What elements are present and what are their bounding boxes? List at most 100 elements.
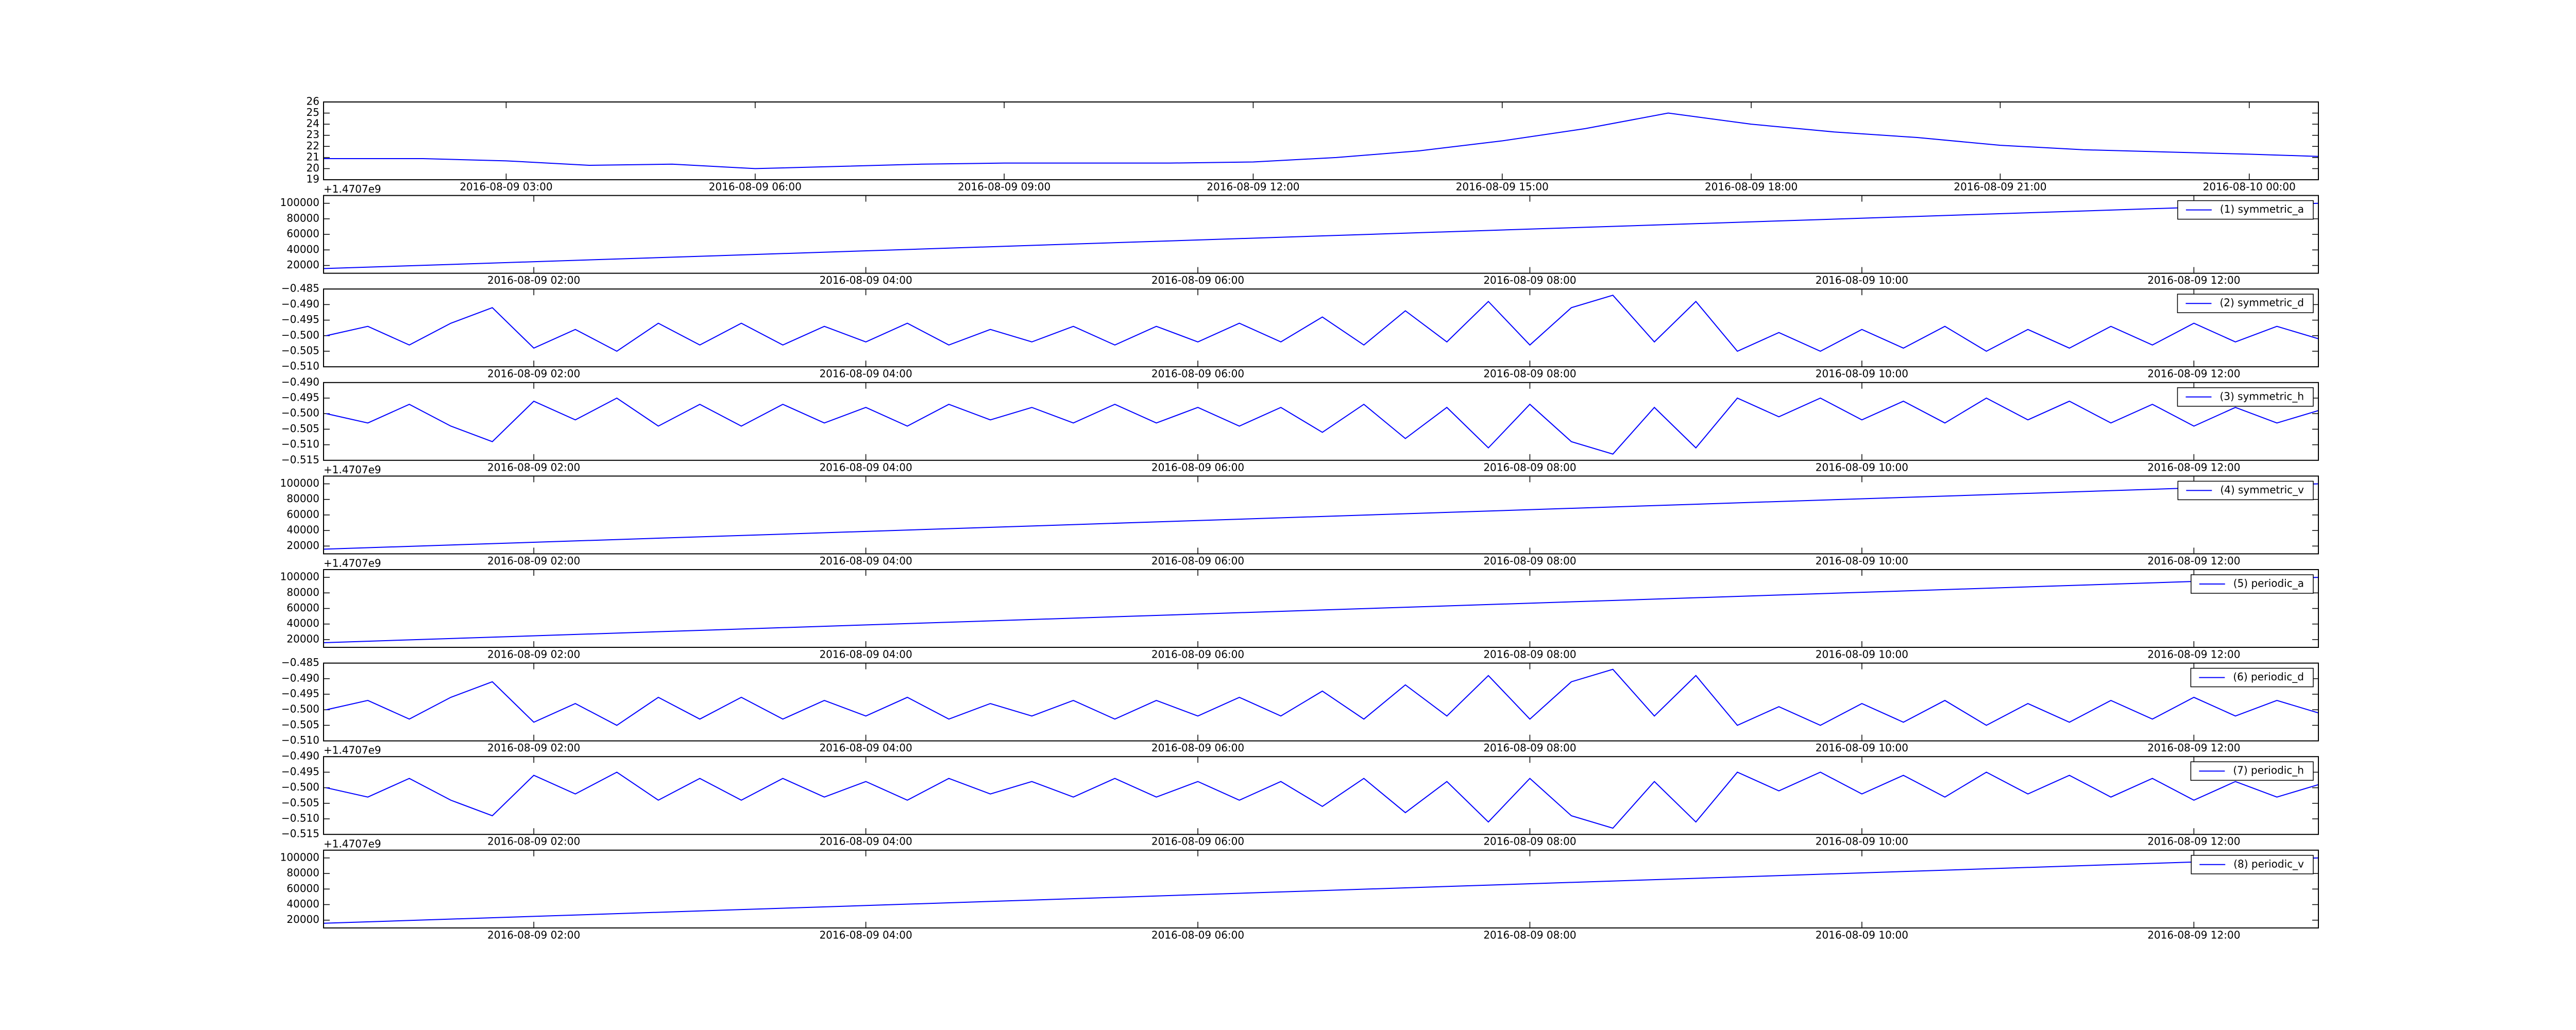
x-tick-label: 2016-08-09 04:00 <box>819 835 912 848</box>
x-tick-label: 2016-08-09 06:00 <box>1151 929 1244 941</box>
y-tick-label: 100000 <box>280 571 319 583</box>
x-tick-label: 2016-08-09 12:00 <box>1207 181 1299 193</box>
x-tick-label: 2016-08-09 06:00 <box>1151 274 1244 286</box>
legend: (1) symmetric_a <box>2177 200 2314 220</box>
y-tick-label: 80000 <box>286 586 319 598</box>
x-tick-label: 2016-08-09 04:00 <box>819 648 912 661</box>
legend-label: (7) periodic_h <box>2233 764 2304 777</box>
series-line <box>324 483 2318 550</box>
x-tick-label: 2016-08-09 02:00 <box>487 929 580 941</box>
x-tick-label: 2016-08-09 12:00 <box>2147 742 2240 754</box>
y-tick-label: −0.495 <box>281 313 319 325</box>
y-tick-label: 80000 <box>286 212 319 224</box>
x-tick-label: 2016-08-09 04:00 <box>819 742 912 754</box>
x-tick-label: 2016-08-09 12:00 <box>2147 648 2240 661</box>
series-line <box>324 112 2318 169</box>
x-tick-label: 2016-08-09 08:00 <box>1483 742 1576 754</box>
legend: (7) periodic_h <box>2190 761 2314 781</box>
y-tick-label: −0.510 <box>281 734 319 746</box>
offset-text: +1.4707e9 <box>324 744 381 757</box>
y-tick-label: 21 <box>307 150 319 163</box>
subplot: −0.515 −0.510 −0.505 −0.500 −0.495 −0.490 2016… <box>281 375 2319 473</box>
x-tick-label: 2016-08-09 08:00 <box>1483 648 1576 661</box>
x-tick-label: 2016-08-09 04:00 <box>819 274 912 286</box>
subplot: −0.510 −0.505 −0.500 −0.495 −0.490 −0.485 2016… <box>281 282 2319 380</box>
series-line <box>326 397 2318 455</box>
y-tick-label: −0.505 <box>281 422 319 435</box>
y-tick-label: 22 <box>307 140 319 152</box>
legend: (5) periodic_a <box>2191 574 2314 594</box>
x-tick-label: 2016-08-09 10:00 <box>1816 929 1908 941</box>
x-tick-label: 2016-08-09 12:00 <box>2147 368 2240 380</box>
axes-frame <box>323 756 2319 835</box>
y-tick-label: 20000 <box>286 913 319 925</box>
y-tick-label: 40000 <box>286 524 319 536</box>
y-tick-label: 60000 <box>286 602 319 614</box>
y-tick-label: 60000 <box>286 882 319 895</box>
x-tick-label: 2016-08-09 02:00 <box>487 648 580 661</box>
axes-frame <box>323 569 2319 648</box>
x-tick-label: 2016-08-09 02:00 <box>487 835 580 848</box>
y-tick-label: 40000 <box>286 243 319 255</box>
x-tick-label: 2016-08-09 02:00 <box>487 274 580 286</box>
y-tick-label: 60000 <box>286 508 319 520</box>
y-tick-label: −0.495 <box>281 765 319 778</box>
y-tick-label: −0.500 <box>281 329 319 341</box>
y-tick-label: −0.505 <box>281 345 319 357</box>
y-tick-label: 100000 <box>280 477 319 489</box>
x-tick-label: 2016-08-09 12:00 <box>2147 555 2240 567</box>
y-tick-label: −0.515 <box>281 828 319 840</box>
axes-frame <box>323 849 2319 929</box>
offset-text: +1.4707e9 <box>324 464 381 476</box>
y-tick-label: 25 <box>307 106 319 118</box>
y-tick-label: −0.510 <box>281 438 319 450</box>
offset-text: +1.4707e9 <box>324 183 381 195</box>
x-tick-label: 2016-08-09 08:00 <box>1483 368 1576 380</box>
x-tick-label: 2016-08-09 06:00 <box>1151 835 1244 848</box>
y-tick-label: −0.490 <box>281 750 319 762</box>
y-tick-label: −0.490 <box>281 375 319 388</box>
legend: (6) periodic_d <box>2190 667 2314 688</box>
y-tick-label: 40000 <box>286 898 319 910</box>
legend: (2) symmetric_d <box>2177 294 2314 313</box>
offset-text: +1.4707e9 <box>324 837 381 850</box>
y-tick-label: −0.495 <box>281 391 319 404</box>
legend: (4) symmetric_v <box>2177 480 2314 501</box>
x-tick-label: 2016-08-09 18:00 <box>1705 181 1798 193</box>
x-tick-label: 2016-08-09 02:00 <box>487 461 580 473</box>
y-tick-label: 40000 <box>286 617 319 629</box>
x-tick-label: 2016-08-09 06:00 <box>1151 368 1244 380</box>
legend-label: (1) symmetric_a <box>2220 203 2304 215</box>
x-tick-label: 2016-08-09 08:00 <box>1483 929 1576 941</box>
x-tick-label: 2016-08-09 08:00 <box>1483 274 1576 286</box>
axes-frame <box>323 475 2319 555</box>
y-tick-label: −0.510 <box>281 360 319 372</box>
legend-label: (5) periodic_a <box>2233 577 2304 590</box>
x-tick-label: 2016-08-09 06:00 <box>1151 648 1244 661</box>
y-tick-label: −0.505 <box>281 796 319 809</box>
y-tick-label: −0.485 <box>281 282 319 295</box>
x-tick-label: 2016-08-09 12:00 <box>2147 835 2240 848</box>
x-tick-label: 2016-08-09 10:00 <box>1816 835 1908 848</box>
y-tick-label: 20000 <box>286 259 319 271</box>
legend-label: (4) symmetric_v <box>2220 484 2304 496</box>
x-tick-label: 2016-08-09 06:00 <box>1151 461 1244 473</box>
y-tick-label: 20 <box>307 162 319 174</box>
subplot: 20000 40000 60000 80000 100000 2016-08-09 02:… <box>280 557 2319 661</box>
x-tick-label: 2016-08-09 04:00 <box>819 368 912 380</box>
axes-frame <box>323 662 2319 742</box>
series-line <box>326 668 2318 726</box>
y-tick-label: 100000 <box>280 196 319 209</box>
y-tick-label: −0.490 <box>281 672 319 684</box>
x-tick-label: 2016-08-09 10:00 <box>1816 274 1908 286</box>
legend-label: (3) symmetric_h <box>2219 390 2304 402</box>
y-tick-label: −0.500 <box>281 407 319 419</box>
x-tick-label: 2016-08-09 12:00 <box>2147 929 2240 941</box>
subplot: 20000 40000 60000 80000 100000 2016-08-09 02:… <box>280 183 2319 286</box>
y-tick-label: 20000 <box>286 539 319 552</box>
x-tick-label: 2016-08-09 04:00 <box>819 555 912 567</box>
y-tick-label: −0.485 <box>281 656 319 668</box>
y-tick-label: 20000 <box>286 632 319 645</box>
